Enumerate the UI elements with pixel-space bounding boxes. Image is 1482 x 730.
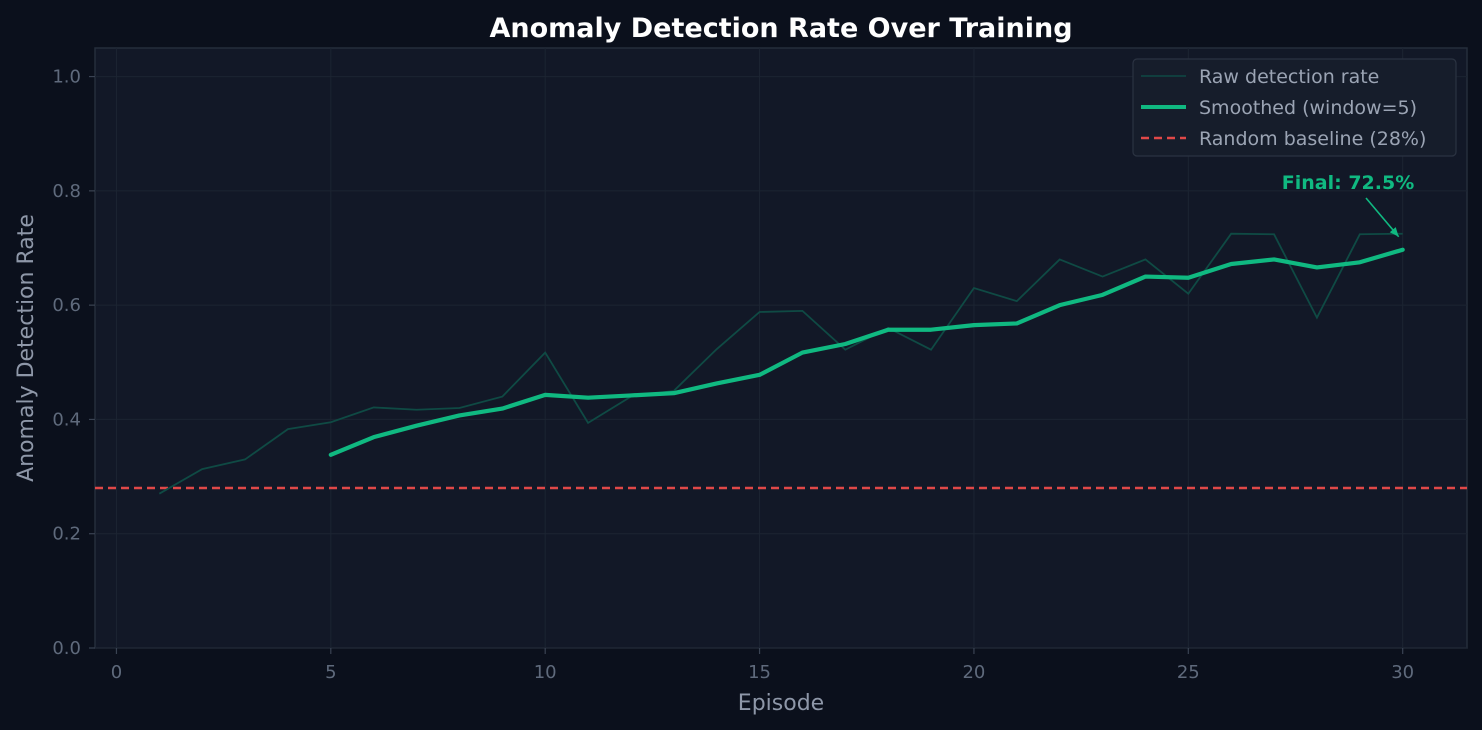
x-tick-label: 30 (1391, 662, 1414, 683)
final-annotation-arrowhead (1389, 227, 1399, 237)
grid-lines (95, 48, 1467, 649)
x-axis-label: Episode (738, 691, 824, 716)
legend-label-smoothed: Smoothed (window=5) (1199, 97, 1417, 119)
chart-title: Anomaly Detection Rate Over Training (489, 13, 1072, 44)
series-layer (95, 232, 1467, 495)
final-value-annotation: Final: 72.5% (1282, 172, 1414, 238)
x-tick-label: 25 (1177, 662, 1200, 683)
legend-box (1132, 58, 1457, 157)
raw-series-line (158, 232, 1403, 495)
legend-label-baseline: Random baseline (28%) (1199, 128, 1426, 150)
y-axis-label: Anomaly Detection Rate (14, 214, 39, 482)
y-tick-label: 1.0 (52, 67, 81, 88)
x-tick-label: 0 (111, 662, 122, 683)
x-axis-ticks: 0 5 10 15 20 25 30 (111, 648, 1414, 683)
smoothed-series-line (328, 247, 1405, 457)
y-tick-label: 0.2 (52, 524, 81, 545)
legend: Raw detection rate Smoothed (window=5) R… (1132, 58, 1457, 157)
x-tick-label: 15 (748, 662, 771, 683)
y-tick-label: 0.0 (52, 638, 81, 659)
x-tick-label: 20 (962, 662, 985, 683)
legend-label-raw: Raw detection rate (1199, 66, 1379, 88)
y-tick-label: 0.6 (52, 295, 81, 316)
y-tick-label: 0.4 (52, 409, 81, 430)
y-axis-ticks: 0.0 0.2 0.4 0.6 0.8 1.0 (52, 67, 95, 659)
x-tick-label: 10 (534, 662, 557, 683)
x-tick-label: 5 (325, 662, 336, 683)
final-annotation-text: Final: 72.5% (1282, 172, 1414, 194)
y-tick-label: 0.8 (52, 181, 81, 202)
